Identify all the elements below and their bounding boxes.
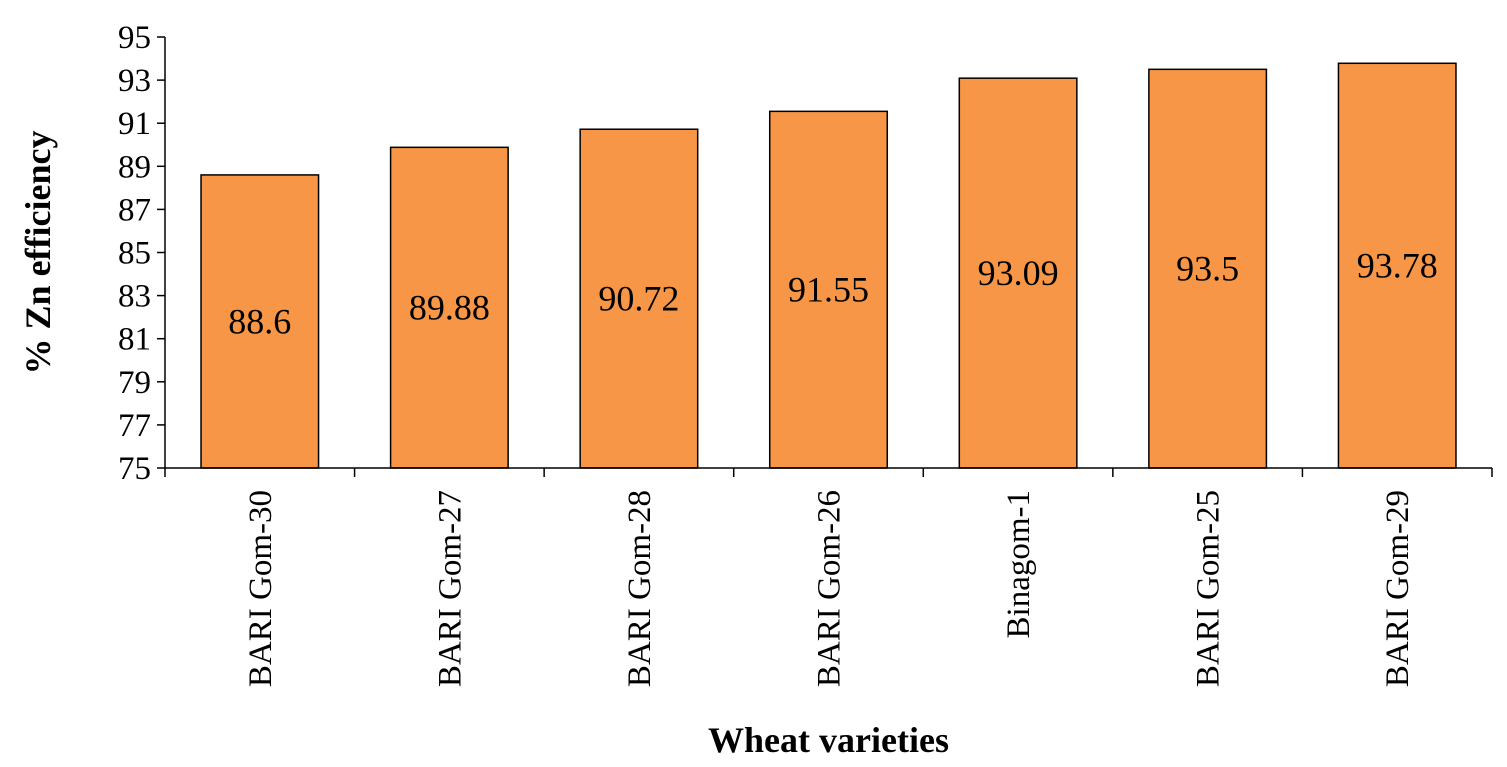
y-tick-label: 85 [118, 236, 151, 272]
bar-value-label: 91.55 [788, 270, 869, 310]
bar-value-label: 88.6 [228, 301, 291, 341]
y-tick-label: 89 [118, 149, 151, 185]
y-tick-label: 93 [118, 63, 151, 99]
x-category-label: BARI Gom-25 [1191, 490, 1227, 687]
y-tick-label: 91 [118, 106, 151, 142]
x-category-label: BARI Gom-29 [1380, 490, 1416, 687]
bar [200, 174, 320, 469]
x-axis-ticks: BARI Gom-30 BARI Gom-27 BARI Gom-28 BARI Go… [164, 468, 1493, 687]
x-category-label: Binagom-1 [1001, 490, 1037, 638]
y-axis-ticks: 75 77 79 81 83 85 87 89 91 93 95 [118, 20, 165, 487]
x-axis-title: Wheat varieties [708, 720, 949, 760]
bar [579, 128, 699, 469]
y-tick-label: 77 [118, 408, 151, 444]
x-category-label: BARI Gom-26 [812, 490, 848, 687]
bar [768, 110, 889, 469]
bar-value-label: 93.78 [1357, 246, 1438, 286]
bar-value-label: 89.88 [409, 288, 490, 328]
y-tick-label: 79 [118, 365, 151, 401]
bar [389, 146, 509, 469]
y-tick-label: 87 [118, 192, 151, 228]
bar [1148, 68, 1268, 469]
x-category-label: BARI Gom-30 [243, 490, 279, 687]
bar-value-label: 93.5 [1176, 249, 1239, 289]
y-tick-label: 83 [118, 279, 151, 315]
bar-value-label: 93.09 [978, 253, 1059, 293]
bar [1337, 62, 1457, 469]
y-axis-title: % Zn efficiency [18, 131, 58, 375]
y-tick-label: 75 [118, 451, 151, 487]
y-tick-label: 95 [118, 20, 151, 56]
x-category-label: BARI Gom-28 [622, 490, 658, 687]
bar-value-label: 90.72 [598, 279, 679, 319]
y-tick-label: 81 [118, 322, 151, 358]
bar [958, 77, 1078, 469]
x-category-label: BARI Gom-27 [432, 490, 468, 687]
bars: 88.6 89.88 90.72 91.55 93.09 93.5 93.78 [200, 62, 1457, 469]
